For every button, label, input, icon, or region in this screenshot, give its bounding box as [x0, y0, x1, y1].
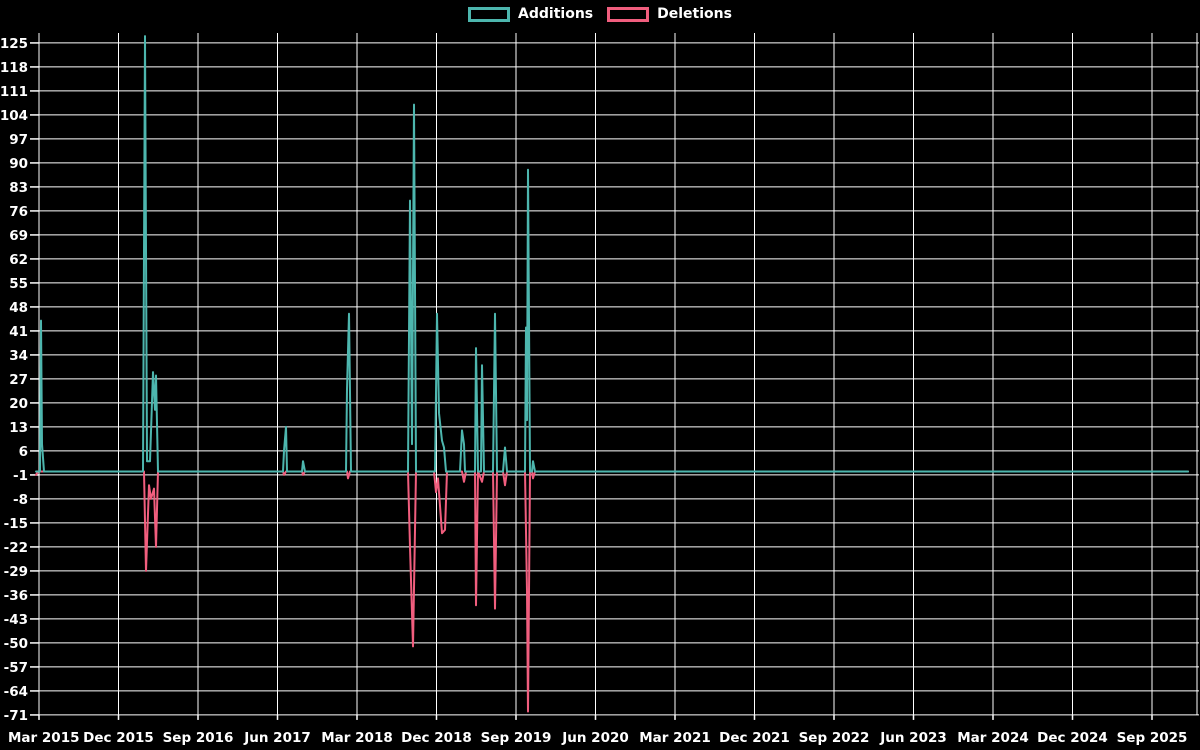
y-axis-label: 41	[9, 324, 28, 340]
y-axis-label: -15	[4, 516, 28, 532]
y-axis-label: -1	[13, 468, 28, 484]
additions-swatch-icon	[468, 6, 511, 22]
y-axis-label: -50	[4, 636, 28, 652]
x-axis-label: Sep 2019	[481, 730, 552, 746]
y-axis-label: 125	[0, 36, 28, 52]
x-axis-label: Mar 2021	[639, 730, 710, 746]
x-axis-label: Mar 2015	[8, 730, 79, 746]
x-axis-label: Jun 2020	[561, 730, 629, 746]
y-axis-label: 55	[9, 276, 28, 292]
y-axis-label: 62	[9, 252, 28, 268]
legend-label-deletions: Deletions	[657, 6, 732, 22]
x-axis-label: Mar 2018	[321, 730, 392, 746]
y-axis-label: 13	[9, 420, 28, 436]
legend-item-deletions[interactable]: Deletions	[607, 6, 732, 22]
y-axis-label: -64	[4, 684, 28, 700]
y-axis-label: 76	[9, 204, 28, 220]
y-axis-label: 6	[19, 444, 28, 460]
y-axis-label: 27	[9, 372, 28, 388]
y-axis-label: 111	[0, 84, 28, 100]
y-axis-label: 83	[9, 180, 28, 196]
legend-label-additions: Additions	[518, 6, 594, 22]
y-axis-label: -29	[4, 564, 28, 580]
y-axis-label: 104	[0, 108, 28, 124]
y-axis-label: -22	[4, 540, 28, 556]
y-axis-label: 69	[9, 228, 28, 244]
y-axis-label: -36	[4, 588, 28, 604]
x-axis-label: Dec 2018	[401, 730, 472, 746]
x-axis-label: Dec 2021	[719, 730, 790, 746]
legend-item-additions[interactable]: Additions	[468, 6, 593, 22]
y-axis-label: 97	[9, 132, 28, 148]
x-axis-label: Dec 2024	[1037, 730, 1108, 746]
y-axis-label: 90	[9, 156, 28, 172]
y-axis-label: -8	[13, 492, 28, 508]
x-axis-label: Sep 2022	[799, 730, 870, 746]
x-axis-label: Sep 2025	[1117, 730, 1188, 746]
additions-line	[35, 35, 1189, 473]
y-axis-label: -71	[4, 708, 28, 724]
x-axis-label: Jun 2023	[879, 730, 947, 746]
chart-legend: Additions Deletions	[0, 6, 1200, 22]
y-axis-label: 34	[9, 348, 28, 364]
y-axis-label: 118	[0, 60, 28, 76]
y-axis-label: -57	[4, 660, 28, 676]
y-axis-label: -43	[4, 612, 28, 628]
y-axis-label: 20	[9, 396, 28, 412]
x-axis-label: Mar 2024	[957, 730, 1028, 746]
deletions-line	[35, 470, 1189, 713]
x-axis-label: Sep 2016	[163, 730, 234, 746]
y-axis-label: 48	[9, 300, 28, 316]
x-axis-label: Dec 2015	[83, 730, 154, 746]
deletions-swatch-icon	[607, 6, 650, 22]
x-axis-label: Jun 2017	[243, 730, 311, 746]
